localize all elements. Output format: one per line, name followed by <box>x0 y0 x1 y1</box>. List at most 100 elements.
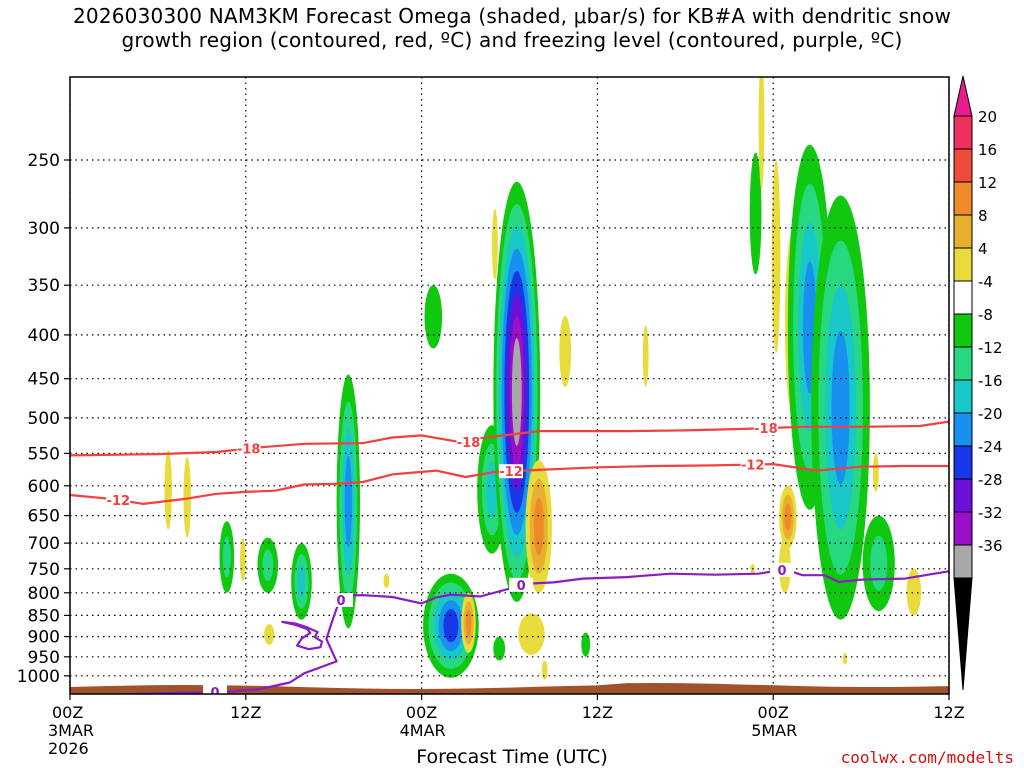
omega-cell-level <box>297 564 306 599</box>
colorbar-segment <box>953 478 973 513</box>
omega-cell <box>461 592 476 653</box>
y-tick-label: 950 <box>28 648 60 668</box>
omega-cell <box>164 450 172 530</box>
y-tick-label: 550 <box>28 444 60 464</box>
x-tick-label: 12Z <box>230 703 261 722</box>
x-tick-label: 00Z <box>758 703 789 722</box>
colorbar-segment <box>953 445 973 480</box>
omega-cell-level <box>642 325 649 387</box>
omega-cell <box>492 208 498 280</box>
omega-cell <box>811 195 870 620</box>
omega-cell-level <box>784 503 792 531</box>
omega-cell-level <box>262 549 274 582</box>
dgz-minus18-label: -18 <box>754 422 778 437</box>
omega-cell <box>642 325 649 387</box>
colorbar-segment <box>953 412 973 447</box>
omega-cell-level <box>424 285 443 349</box>
dgz-minus12-label-bg <box>106 492 131 507</box>
terrain-layer <box>70 683 949 694</box>
omega-cell-level <box>164 450 172 530</box>
y-tick-label: 600 <box>28 477 60 497</box>
omega-cell <box>541 660 548 680</box>
colorbar-label: -36 <box>978 537 1003 555</box>
omega-cell-level <box>465 609 472 636</box>
omega-cell <box>872 453 879 493</box>
colorbar-label: -32 <box>978 504 1003 522</box>
omega-cell-level <box>758 77 765 189</box>
omega-cell-level <box>749 152 762 275</box>
dgz-minus18-label: -18 <box>457 436 481 451</box>
colorbar-segment <box>953 148 973 183</box>
dgz-minus12-label: -12 <box>499 465 523 480</box>
colorbar-label: -12 <box>978 339 1003 357</box>
plot-frame <box>69 76 950 695</box>
omega-cell-level <box>533 497 544 556</box>
dgz-minus12-label: -12 <box>107 494 131 509</box>
freezing-level-loop <box>281 620 324 651</box>
chart-title-line-1: 2026030300 NAM3KM Forecast Omega (shaded… <box>72 4 952 28</box>
colorbar-segment <box>953 313 973 348</box>
dgz-minus12-label-bg <box>499 464 523 479</box>
omega-cell-level <box>870 535 888 591</box>
omega-cell-level <box>541 660 548 680</box>
colorbar-segment <box>953 247 973 282</box>
colorbar-label: 16 <box>978 141 997 159</box>
y-tick-label: 700 <box>28 534 60 554</box>
colorbar-segment <box>953 346 973 381</box>
omega-cell <box>219 521 235 593</box>
omega-cell <box>779 485 797 549</box>
omega-cell <box>264 624 275 645</box>
omega-cell-level <box>492 208 498 280</box>
omega-cell <box>771 160 781 353</box>
colorbar-label: 4 <box>978 240 988 258</box>
colorbar-label: -28 <box>978 471 1003 489</box>
freezing-level-label: 0 <box>517 579 526 594</box>
y-tick-label: 900 <box>28 628 60 648</box>
omega-shading <box>164 77 922 680</box>
colorbar-segment <box>953 511 973 546</box>
x-tick-label: 12Z <box>933 703 964 722</box>
omega-cell-level <box>906 568 922 616</box>
colorbar: 20 16 12 8 4 -4 -8 -12 -16 -20 -24 -28 -32 -36 <box>953 75 1003 691</box>
omega-cell-level <box>240 537 246 582</box>
x-tick-date: 5MAR <box>751 721 797 740</box>
omega-cell <box>291 543 312 620</box>
dgz-minus18-label-bg <box>456 435 481 450</box>
colorbar-segment <box>953 214 973 249</box>
colorbar-segment <box>953 544 973 579</box>
omega-cell-level <box>383 573 390 589</box>
x-axis-label: Forecast Time (UTC) <box>416 746 608 768</box>
omega-cell <box>423 573 479 678</box>
freezing-level-label-bg <box>770 562 794 577</box>
colorbar-label: -8 <box>978 306 993 324</box>
x-tick-date: 3MAR <box>48 721 94 740</box>
colorbar-bottom-arrow <box>953 577 973 691</box>
y-tick-label: 400 <box>28 326 60 346</box>
y-tick-label: 850 <box>28 606 60 626</box>
y-tick-label: 450 <box>28 370 60 390</box>
credit-text[interactable]: coolwx.com/modelts <box>840 748 1014 767</box>
y-tick-label: 800 <box>28 584 60 604</box>
colorbar-label: 8 <box>978 207 988 225</box>
omega-cell <box>240 537 246 582</box>
omega-cell <box>183 456 191 538</box>
y-tick-label: 300 <box>28 219 60 239</box>
omega-cell-level <box>842 652 848 665</box>
colorbar-segment <box>953 379 973 414</box>
omega-cell-level <box>183 456 191 538</box>
dgz-minus12-label-bg <box>740 457 765 472</box>
omega-cell <box>525 460 552 593</box>
colorbar-segment <box>953 115 973 150</box>
colorbar-label: -4 <box>978 273 993 291</box>
omega-cell-level <box>264 624 275 645</box>
freezing-level-label-bg <box>509 577 534 592</box>
x-tick-label: 00Z <box>406 703 437 722</box>
chart-title: 2026030300 NAM3KM Forecast Omega (shaded… <box>0 4 1024 52</box>
omega-cell <box>758 77 765 189</box>
omega-cell <box>581 632 591 657</box>
x-tick-date: 4MAR <box>400 721 446 740</box>
dgz-minus12-contour <box>70 463 949 505</box>
colorbar-label: -20 <box>978 405 1003 423</box>
y-tick-label: 500 <box>28 409 60 429</box>
